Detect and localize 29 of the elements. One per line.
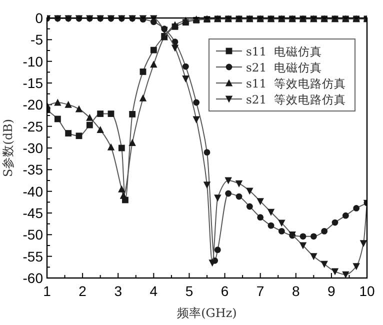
x-tick-label: 9	[328, 283, 336, 299]
x-tick-label: 5	[185, 283, 194, 299]
y-tick-label: -30	[22, 140, 44, 156]
y-tick-label: -45	[22, 205, 44, 221]
x-tick-label: 10	[359, 283, 375, 299]
x-tick-label: 3	[114, 283, 122, 299]
y-tick-label: -20	[22, 96, 44, 113]
legend-label: s11 电磁仿真	[246, 44, 322, 58]
x-tick-label: 8	[292, 283, 300, 299]
legend-label: s11 等效电路仿真	[246, 76, 346, 90]
y-tick-label: -50	[22, 226, 44, 243]
y-tick-label: -10	[22, 53, 44, 70]
y-tick-label: -5	[30, 32, 44, 48]
y-tick-label: -40	[22, 183, 44, 200]
y-axis-title: S参数(dB)	[1, 118, 15, 178]
y-tick-label: -60	[22, 270, 44, 286]
y-tick-label: -55	[22, 248, 44, 264]
y-tick-label: 0	[35, 10, 44, 26]
x-tick-label: 1	[43, 283, 52, 299]
legend-label: s21 等效电路仿真	[246, 92, 346, 106]
x-tick-label: 2	[78, 283, 87, 299]
x-tick-label: 6	[220, 283, 229, 299]
y-tick-label: -15	[22, 75, 44, 91]
x-tick-label: 7	[256, 283, 264, 299]
y-tick-label: -25	[22, 118, 44, 134]
legend-label: s21 电磁仿真	[246, 60, 322, 74]
x-tick-label: 4	[150, 283, 158, 299]
x-axis-title: 频率(GHz)	[177, 306, 237, 320]
y-tick-label: -35	[22, 162, 44, 178]
